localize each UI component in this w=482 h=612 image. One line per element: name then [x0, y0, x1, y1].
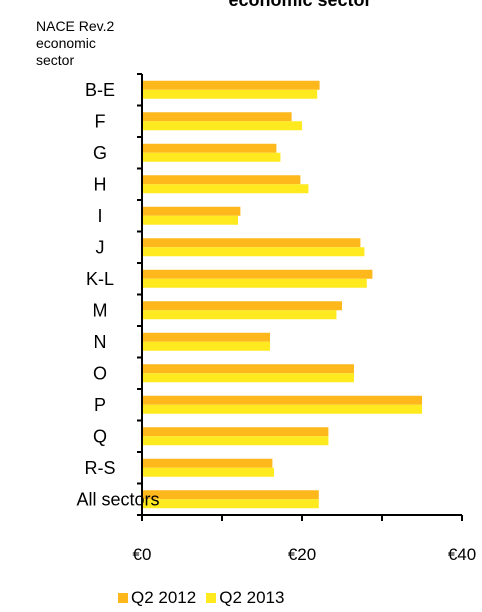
y-tick-label-n: N — [94, 332, 107, 352]
bar-q2-2012-f — [143, 112, 292, 122]
legend-swatch-q2-2012 — [118, 593, 128, 603]
bar-q2-2012-b-e — [143, 80, 320, 90]
bar-q2-2013-o — [143, 373, 354, 383]
bar-q2-2013-f — [143, 121, 302, 131]
bar-q2-2013-i — [143, 215, 238, 225]
y-tick-label-r-s: R-S — [85, 458, 116, 478]
bar-q2-2013-m — [143, 310, 337, 320]
y-tick-label-all-sectors: All sectors — [76, 489, 159, 509]
bar-q2-2013-r-s — [143, 467, 274, 477]
bar-q2-2013-q — [143, 436, 329, 446]
bar-q2-2013-h — [143, 184, 309, 194]
y-tick-label-g: G — [93, 143, 107, 163]
y-tick-label-b-e: B-E — [85, 80, 115, 100]
x-tick-label-1: €20 — [288, 545, 316, 564]
legend-item-q2-2013: Q2 2013 — [206, 588, 284, 608]
y-tick-label-p: P — [94, 395, 106, 415]
x-tick-label-2: €40 — [448, 545, 476, 564]
bar-q2-2012-all-sectors — [143, 490, 319, 500]
y-tick-label-h: H — [94, 174, 107, 194]
y-axis-label-line-1: NACE Rev.2 — [36, 18, 115, 34]
y-tick-label-f: F — [95, 111, 106, 131]
y-tick-label-k-l: K-L — [86, 269, 114, 289]
y-tick-label-o: O — [93, 363, 107, 383]
legend-swatch-q2-2013 — [206, 593, 217, 603]
bar-q2-2013-j — [143, 247, 365, 257]
bar-q2-2012-g — [143, 143, 277, 153]
y-tick-label-m: M — [93, 300, 108, 320]
legend-item-q2-2012: Q2 2012 — [118, 588, 196, 608]
chart-title: economic sector — [228, 0, 371, 10]
legend-label-q2-2013: Q2 2013 — [219, 588, 285, 607]
bar-q2-2012-n — [143, 332, 270, 342]
y-tick-label-q: Q — [93, 426, 107, 446]
bar-q2-2013-all-sectors — [143, 499, 319, 509]
legend: Q2 2012 Q2 2013 — [118, 588, 294, 608]
y-axis-label-line-3: sector — [36, 52, 75, 68]
bar-q2-2012-h — [143, 175, 301, 185]
bar-q2-2013-k-l — [143, 278, 367, 288]
y-tick-label-i: I — [97, 206, 102, 226]
bar-q2-2012-j — [143, 238, 361, 248]
bar-q2-2012-k-l — [143, 269, 373, 279]
bar-q2-2012-m — [143, 301, 342, 311]
bar-q2-2012-p — [143, 395, 422, 405]
y-tick-label-j: J — [96, 237, 105, 257]
y-axis-label: NACE Rev.2 economic sector — [36, 18, 176, 69]
legend-label-q2-2012: Q2 2012 — [131, 588, 197, 607]
bar-q2-2012-i — [143, 206, 241, 216]
bar-q2-2013-b-e — [143, 89, 318, 99]
y-axis-label-line-2: economic — [36, 35, 96, 51]
x-tick-label-0: €0 — [133, 545, 152, 564]
bar-q2-2012-o — [143, 364, 354, 374]
bar-q2-2013-n — [143, 341, 270, 351]
bar-q2-2012-r-s — [143, 458, 273, 468]
bar-q2-2013-p — [143, 404, 422, 414]
bar-q2-2012-q — [143, 427, 329, 437]
bar-q2-2013-g — [143, 152, 281, 162]
